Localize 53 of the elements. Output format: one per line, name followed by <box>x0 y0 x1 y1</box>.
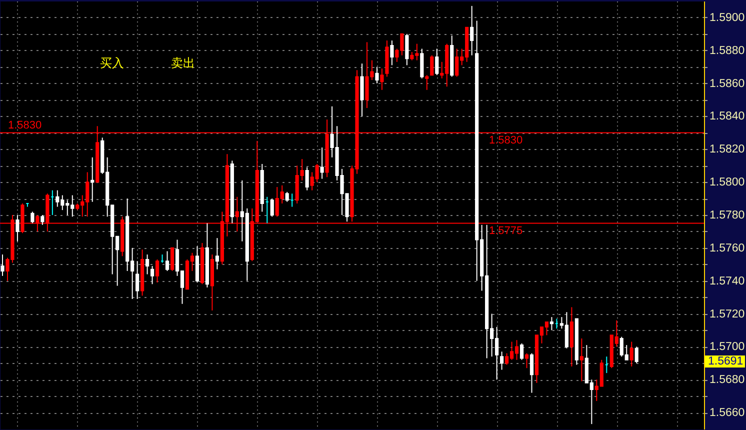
ref-line-label: 1.5830 <box>8 120 42 132</box>
candlestick <box>30 211 34 224</box>
candlestick <box>360 63 364 117</box>
candlestick <box>520 342 524 360</box>
candlestick <box>470 5 474 56</box>
candlestick <box>40 214 44 226</box>
y-tick-label: 1.5880 <box>710 44 745 57</box>
candlestick <box>305 166 309 191</box>
candlestick <box>634 346 638 364</box>
y-tick-label: 1.5760 <box>710 242 745 254</box>
y-tick-label: 1.5840 <box>710 110 745 123</box>
candlestick <box>215 238 219 270</box>
y-tick-label: 1.5700 <box>710 341 745 354</box>
annotation: 买入 <box>100 56 124 70</box>
y-tick-label: 1.5660 <box>710 407 745 420</box>
candlestick <box>580 338 584 382</box>
ref-line-label: 1.5775 <box>489 225 523 238</box>
annotation: 卖出 <box>171 56 195 70</box>
candlestick <box>380 68 384 90</box>
y-tick-label: 1.5900 <box>710 12 745 24</box>
candlestick <box>530 352 534 394</box>
y-tick-label: 1.5680 <box>710 374 745 386</box>
text: 1.5691 <box>708 356 744 368</box>
candlestick <box>136 260 140 300</box>
y-tick-label: 1.5860 <box>710 78 745 90</box>
candlestick <box>16 214 20 242</box>
candlestick <box>90 156 94 202</box>
y-tick-label: 1.5820 <box>710 144 745 156</box>
y-tick-label: 1.5720 <box>710 308 745 320</box>
candlestick <box>285 191 289 202</box>
candlestick <box>320 147 324 180</box>
candlestick <box>170 247 174 272</box>
y-tick-label: 1.5740 <box>710 275 745 288</box>
candlestick <box>155 258 160 283</box>
candlestick <box>145 254 150 275</box>
candlestick <box>524 352 529 369</box>
candlestick <box>405 33 409 66</box>
candlestick <box>0 254 4 276</box>
candlestick <box>435 48 439 76</box>
candlestick <box>500 351 504 370</box>
y-tick-label: 1.5800 <box>710 176 745 189</box>
y-tick-label: 1.5780 <box>710 210 745 222</box>
candlestick <box>390 40 394 66</box>
candlestick <box>270 198 274 218</box>
candlestick <box>425 74 429 90</box>
candlestick <box>630 341 634 367</box>
candlestick <box>165 250 170 272</box>
candlestick <box>150 266 154 285</box>
candlestick <box>430 54 434 76</box>
candlestick <box>550 316 554 331</box>
text: 1.5830 <box>489 134 523 147</box>
candlestick <box>375 66 379 84</box>
candlestick <box>420 48 424 79</box>
